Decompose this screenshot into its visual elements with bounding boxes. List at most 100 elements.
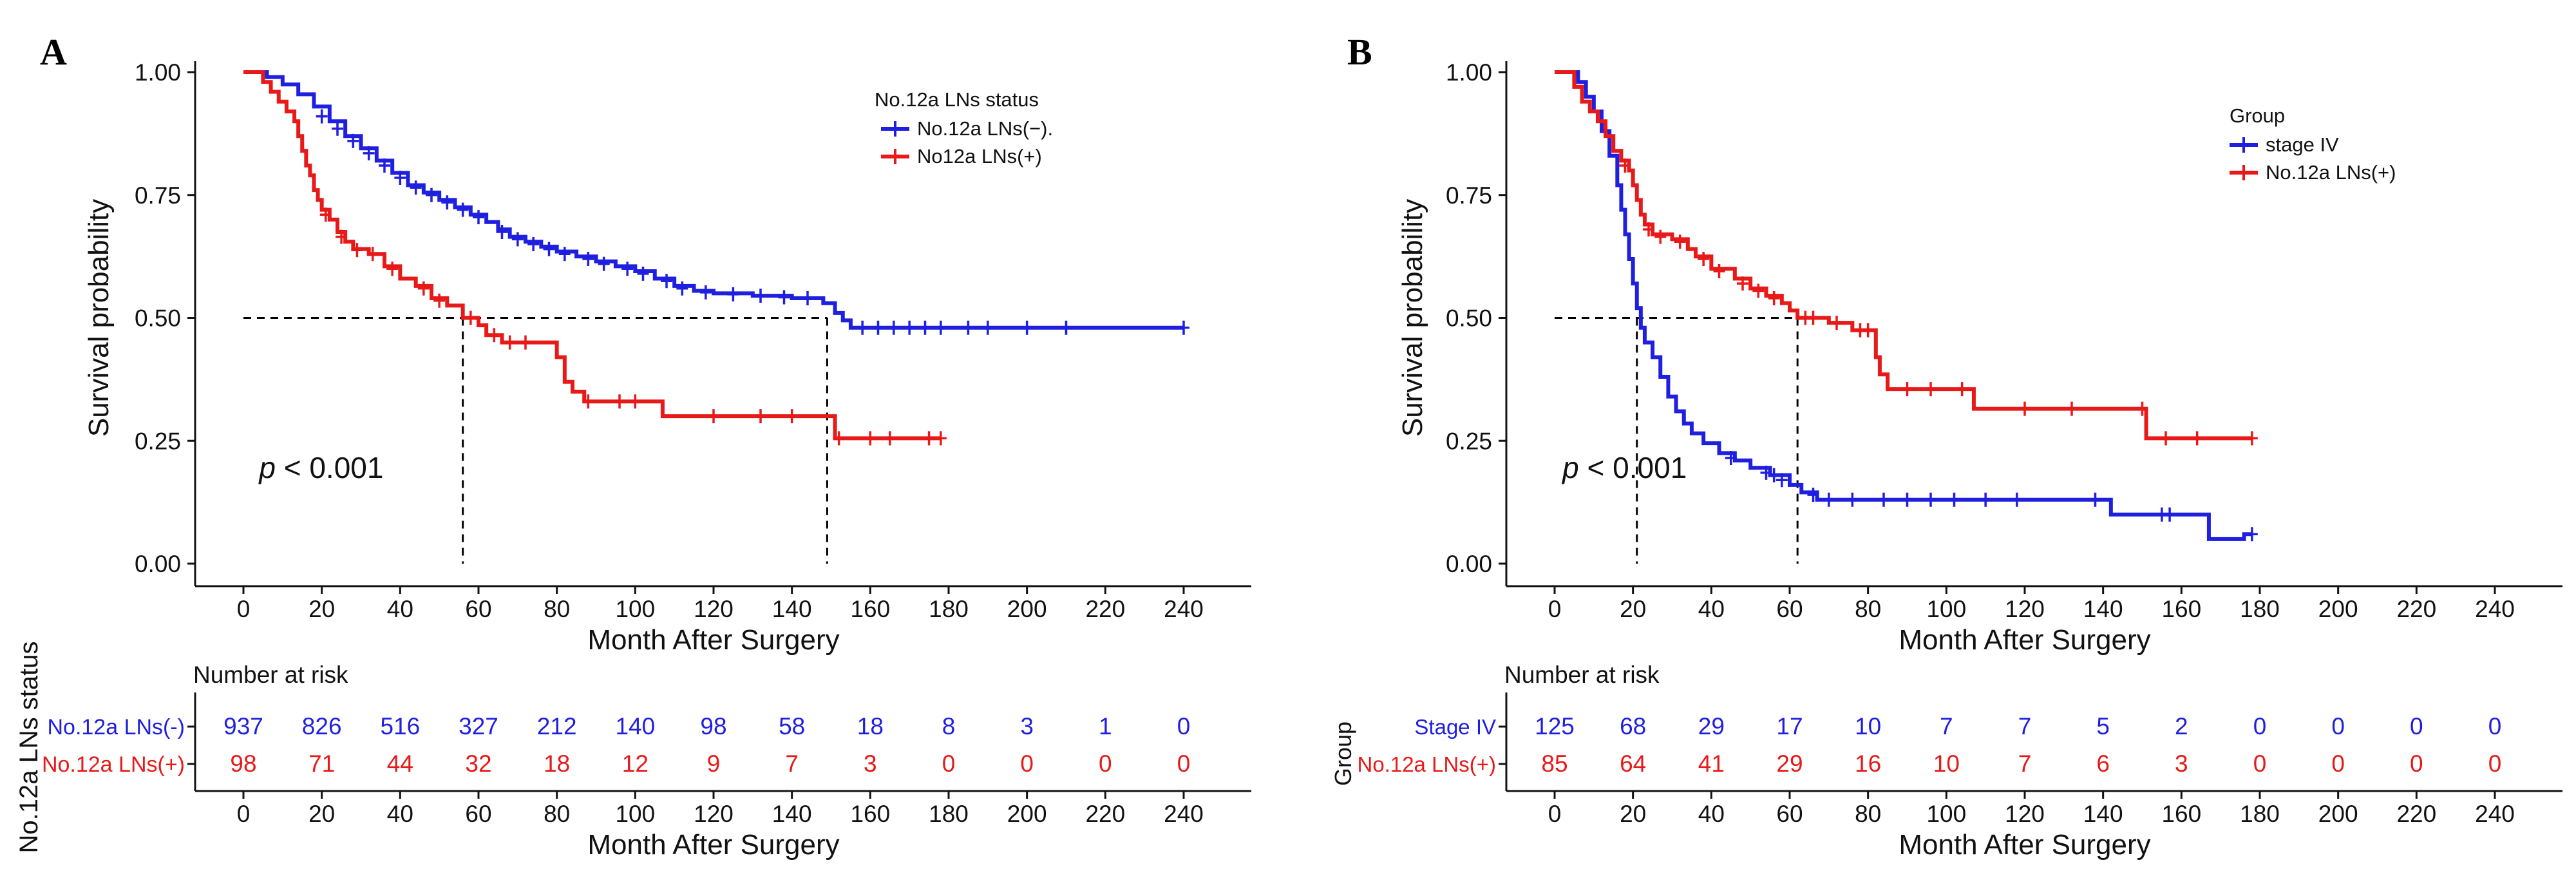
legend-title: Group (2230, 104, 2285, 127)
risk-x-tick-label: 60 (1776, 801, 1803, 827)
censor-mark (833, 431, 845, 446)
censor-mark (379, 158, 390, 173)
km-panel-b: B 0.00 0.25 0.50 0.75 1.00 Survival probabilit… (1330, 31, 2562, 861)
censor-mark (1878, 492, 1889, 507)
risk-x-tick-label: 40 (387, 801, 413, 827)
risk-count: 9 (707, 750, 721, 777)
y-tick-label: 0.50 (1446, 305, 1492, 332)
censor-mark (582, 394, 594, 409)
x-axis-title: Month After Surgery (587, 624, 839, 656)
risk-count: 1 (1099, 713, 1112, 739)
risk-x-tick-label: 220 (1085, 801, 1125, 827)
censor-mark (1725, 450, 1737, 465)
x-tick-label: 80 (1855, 596, 1881, 622)
x-tick-label: 220 (2396, 596, 2436, 622)
censor-mark (1760, 465, 1772, 480)
risk-x-tick-label: 140 (772, 801, 812, 827)
censor-mark (1807, 488, 1819, 502)
risk-table-title: Number at risk (1504, 662, 1660, 688)
risk-count: 516 (380, 713, 420, 739)
censor-mark (1768, 468, 1780, 482)
p-value-label: p < 0.001 (1561, 451, 1687, 484)
risk-count: 5 (2096, 713, 2110, 739)
censor-mark (1752, 283, 1765, 298)
censor-mark (473, 210, 484, 225)
censor-mark (637, 266, 649, 281)
x-tick-label: 220 (1085, 596, 1125, 622)
risk-x-tick-label: 120 (694, 801, 734, 827)
censor-mark (319, 207, 332, 222)
censor-mark (543, 242, 555, 256)
censor-mark (1768, 291, 1780, 305)
risk-count: 32 (465, 750, 491, 777)
y-tick-label: 0.00 (1446, 551, 1492, 577)
censor-mark (1956, 382, 1968, 397)
censor-mark (1713, 264, 1725, 279)
legend-label: No.12a LNs(−). (917, 117, 1053, 140)
censor-mark (708, 409, 719, 424)
x-tick-label: 20 (1620, 596, 1646, 622)
risk-x-tick-label: 100 (615, 801, 655, 827)
legend-label: stage IV (2266, 133, 2339, 156)
x-tick-label: 0 (1548, 596, 1562, 622)
censor-mark (2164, 507, 2176, 522)
risk-count: 7 (785, 750, 799, 777)
risk-count: 18 (544, 750, 570, 777)
risk-x-tick-label: 220 (2396, 801, 2436, 827)
censor-mark (778, 290, 790, 305)
censor-mark (332, 121, 343, 136)
censor-mark (864, 431, 876, 446)
risk-count: 98 (230, 750, 256, 777)
risk-x-tick-label: 40 (1698, 801, 1725, 827)
censor-mark (857, 320, 869, 335)
risk-count: 0 (2253, 750, 2267, 777)
censor-mark (410, 180, 422, 195)
censor-mark (394, 171, 406, 186)
censor-mark (1925, 382, 1937, 397)
risk-count: 7 (1940, 713, 1953, 739)
censor-mark (919, 320, 931, 335)
censor-mark (934, 320, 947, 335)
y-tick-label: 1.00 (1446, 59, 1492, 86)
censor-mark (1925, 492, 1937, 507)
p-value-label: p < 0.001 (258, 451, 383, 484)
censor-mark (582, 251, 594, 266)
censor-mark (2246, 527, 2258, 542)
risk-x-axis-title: Month After Surgery (587, 829, 839, 861)
risk-x-axis-title: Month After Surgery (1899, 829, 2150, 861)
x-tick-label: 40 (387, 596, 413, 622)
censor-mark (661, 274, 672, 289)
risk-count: 17 (1776, 713, 1803, 739)
km-curve-red (243, 70, 941, 441)
panel-letter: A (40, 31, 67, 73)
risk-x-tick-label: 20 (308, 801, 335, 827)
legend-label: No12a LNs(+) (917, 145, 1042, 167)
x-tick-label: 200 (2318, 596, 2358, 622)
risk-x-tick-label: 100 (1926, 801, 1966, 827)
risk-x-tick-label: 160 (2161, 801, 2201, 827)
censor-mark (962, 320, 974, 335)
censor-mark (2136, 401, 2148, 416)
censor-mark (316, 109, 328, 124)
risk-x-tick-label: 60 (465, 801, 491, 827)
censor-mark (1862, 323, 1874, 338)
censor-mark (496, 224, 508, 239)
censor-mark (488, 328, 500, 343)
y-tick-label: 0.25 (1446, 428, 1492, 454)
risk-count: 0 (1177, 750, 1191, 777)
censor-mark (1901, 382, 1913, 397)
risk-row-label: No.12a LNs(+) (42, 752, 185, 777)
y-axis-title: Survival probability (1397, 199, 1428, 437)
legend-title: No.12a LNs status (875, 88, 1039, 111)
x-tick-label: 240 (1164, 596, 1204, 622)
censor-mark (802, 291, 813, 305)
risk-count: 937 (223, 713, 263, 739)
censor-mark (366, 247, 379, 262)
censor-mark (1901, 492, 1913, 507)
censor-mark (676, 281, 688, 296)
risk-count: 327 (459, 713, 498, 739)
risk-count: 10 (1933, 750, 1960, 777)
censor-mark (699, 285, 712, 300)
risk-x-tick-label: 180 (2240, 801, 2280, 827)
